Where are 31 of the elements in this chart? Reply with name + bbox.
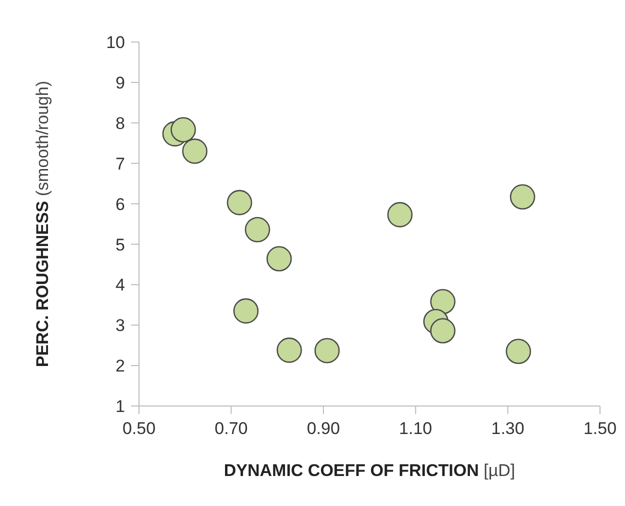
y-tick-label: 4 [116, 276, 125, 295]
y-tick-label: 2 [116, 356, 125, 376]
x-tick-label: 1.10 [399, 419, 432, 438]
y-tick-label: 1 [116, 397, 125, 416]
y-tick-label: 3 [116, 316, 125, 336]
point [430, 289, 456, 314]
y-tick-label: 7 [116, 154, 125, 174]
point [430, 318, 456, 344]
x-axis-title: DYNAMIC COEFF OF FRICTION [µD] [224, 461, 516, 480]
y-axis-title: PERC. ROUGHNESS (smooth/rough) [33, 80, 52, 368]
point [266, 246, 292, 272]
x-tick-label: 0.90 [306, 419, 340, 438]
y-tick-label: 5 [116, 235, 125, 254]
y-tick-label: 6 [116, 194, 125, 214]
x-tick-label: 0.70 [214, 419, 248, 438]
point [182, 138, 208, 164]
point [387, 202, 413, 228]
point [510, 184, 536, 210]
point [233, 298, 259, 324]
x-tick-label: 1.30 [491, 419, 524, 438]
point [170, 117, 196, 142]
x-tick-label: 1.50 [583, 419, 617, 438]
point [226, 190, 252, 216]
y-tick-label: 10 [106, 33, 125, 52]
x-tick-label: 0.50 [122, 419, 156, 438]
point [314, 338, 340, 364]
y-tick-label: 8 [116, 114, 125, 133]
y-tick-label: 9 [116, 73, 125, 92]
point [244, 217, 270, 242]
point [506, 338, 532, 364]
point [276, 338, 302, 363]
